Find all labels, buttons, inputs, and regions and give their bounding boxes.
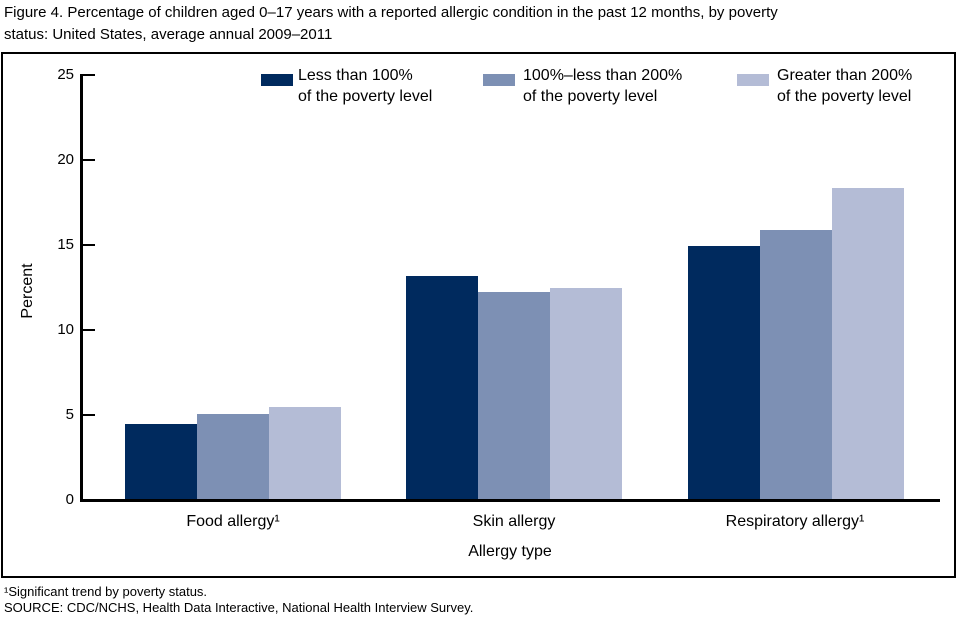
x-category-label-2: Skin allergy bbox=[472, 513, 556, 530]
x-axis-line bbox=[80, 499, 940, 502]
y-tick-label-20: 20 bbox=[57, 151, 74, 168]
legend-label-1-line1: Less than 100% bbox=[298, 67, 413, 84]
legend-label-2: 100%–less than 200% of the poverty level bbox=[523, 65, 682, 107]
y-axis-line bbox=[80, 74, 83, 502]
legend-label-1: Less than 100% of the poverty level bbox=[298, 65, 432, 107]
y-tick-mark-15 bbox=[83, 244, 95, 246]
figure-footnotes: ¹Significant trend by poverty status. SO… bbox=[4, 584, 473, 616]
bar-category3-series2 bbox=[760, 230, 832, 499]
x-category-label-1: Food allergy¹ bbox=[186, 513, 280, 530]
footnote-source: SOURCE: CDC/NCHS, Health Data Interactiv… bbox=[4, 600, 474, 615]
x-axis-title: Allergy type bbox=[468, 543, 552, 560]
bar-category3-series3 bbox=[832, 188, 904, 499]
chart-frame bbox=[1, 52, 956, 578]
bar-category2-series2 bbox=[478, 292, 550, 499]
legend-label-2-line1: 100%–less than 200% bbox=[523, 67, 683, 84]
y-tick-label-5: 5 bbox=[65, 406, 74, 423]
legend-label-3-line1: Greater than 200% bbox=[777, 67, 913, 84]
legend-label-2-line2: of the poverty level bbox=[523, 88, 658, 105]
figure-title-line1: Figure 4. Percentage of children aged 0–… bbox=[4, 4, 778, 21]
figure-title-line2: status: United States, average annual 20… bbox=[4, 26, 333, 43]
bar-category3-series1 bbox=[688, 246, 760, 499]
bar-category2-series1 bbox=[406, 276, 478, 499]
y-tick-label-10: 10 bbox=[57, 321, 74, 338]
figure-title: Figure 4. Percentage of children aged 0–… bbox=[4, 2, 954, 46]
bar-category1-series2 bbox=[197, 414, 269, 499]
y-tick-mark-10 bbox=[83, 329, 95, 331]
bar-category2-series3 bbox=[550, 288, 622, 499]
y-tick-label-0: 0 bbox=[65, 491, 74, 508]
legend-label-3: Greater than 200% of the poverty level bbox=[777, 65, 912, 107]
legend-swatch-2 bbox=[483, 74, 515, 86]
footnote-significance: ¹Significant trend by poverty status. bbox=[4, 584, 208, 599]
y-tick-label-25: 25 bbox=[57, 66, 74, 83]
legend-swatch-1 bbox=[261, 74, 293, 86]
y-tick-mark-25 bbox=[83, 74, 95, 76]
legend-label-1-line2: of the poverty level bbox=[298, 88, 433, 105]
legend-swatch-3 bbox=[737, 74, 769, 86]
x-category-label-3: Respiratory allergy¹ bbox=[725, 513, 865, 530]
bar-category1-series1 bbox=[125, 424, 197, 499]
bar-category1-series3 bbox=[269, 407, 341, 499]
y-tick-mark-20 bbox=[83, 159, 95, 161]
y-tick-label-15: 15 bbox=[57, 236, 74, 253]
legend-label-3-line2: of the poverty level bbox=[777, 88, 912, 105]
y-tick-mark-5 bbox=[83, 414, 95, 416]
